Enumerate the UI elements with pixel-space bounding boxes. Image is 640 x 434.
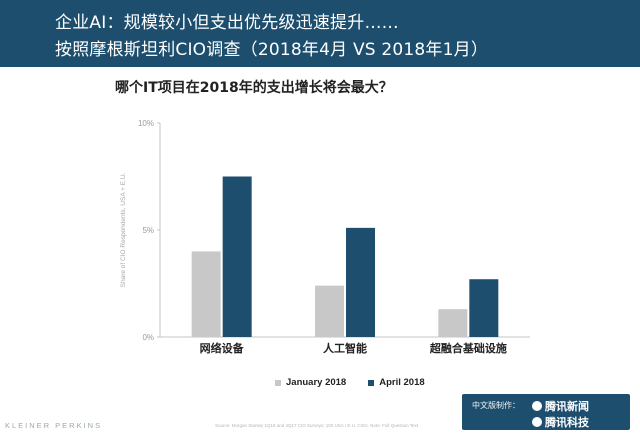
y-tick-label: 10% <box>138 119 154 128</box>
legend: January 2018 April 2018 <box>275 377 425 388</box>
watermark-brand-tech-text: 腾讯科技 <box>545 416 589 429</box>
x-tick-label: 网络设备 <box>200 341 245 355</box>
legend-label-april: April 2018 <box>379 377 425 388</box>
y-tick-label: 5% <box>142 226 154 235</box>
source-note: Source: Morgan Stanley 1Q18 and 4Q17 CIO… <box>215 423 419 428</box>
brand-footer: KLEINER PERKINS <box>5 421 103 430</box>
legend-item-april: April 2018 <box>368 377 425 388</box>
watermark-brand-news-text: 腾讯新闻 <box>545 400 589 413</box>
x-tick-label: 人工智能 <box>323 341 367 355</box>
x-tick-label: 超融合基础设施 <box>429 341 507 355</box>
tencent-logo-icon <box>532 417 542 427</box>
bar-april-0 <box>222 176 252 337</box>
title-line-2: 按照摩根斯坦利CIO调查（2018年4月 VS 2018年1月） <box>55 40 489 60</box>
bar-january-2 <box>438 309 468 337</box>
legend-swatch-january <box>275 379 281 386</box>
bar-april-1 <box>346 227 375 337</box>
legend-item-january: January 2018 <box>275 377 346 388</box>
tencent-logo-icon <box>532 401 542 411</box>
bar-january-1 <box>315 285 344 337</box>
watermark-badge: 中文版制作： 腾讯新闻 腾讯科技 <box>462 394 630 430</box>
legend-swatch-april <box>368 379 375 386</box>
chart-title: 哪个IT项目在2018年的支出增长将会最大？ <box>115 80 393 96</box>
title-banner: 企业AI：规模较小但支出优先级迅速提升…… 按照摩根斯坦利CIO调查（2018年… <box>0 0 640 67</box>
y-axis-label: Share of CIO Respondents, USA + E.U. <box>120 172 127 287</box>
y-tick-label: 0% <box>142 333 154 342</box>
legend-label-january: January 2018 <box>286 377 347 388</box>
bar-january-0 <box>191 251 221 337</box>
bar-april-2 <box>469 279 499 337</box>
title-line-1: 企业AI：规模较小但支出优先级迅速提升…… <box>55 13 399 33</box>
watermark-label: 中文版制作： <box>472 401 520 410</box>
watermark-brand-tech: 腾讯科技 <box>532 414 589 430</box>
watermark-brand-news: 腾讯新闻 <box>532 398 589 414</box>
